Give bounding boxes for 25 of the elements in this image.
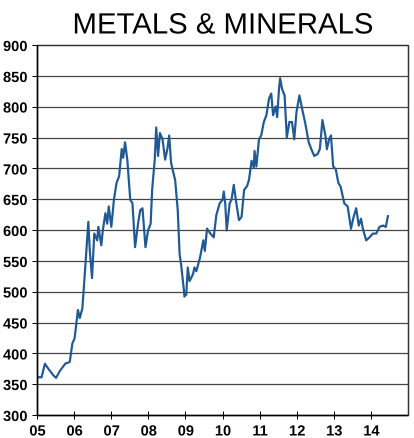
- y-tick-label: 750: [3, 132, 28, 148]
- x-tick-label: 10: [214, 424, 232, 438]
- line-series: [38, 77, 390, 379]
- y-tick-label: 900: [3, 39, 28, 55]
- x-tick-label: 11: [252, 424, 268, 438]
- y-tick-label: 500: [3, 286, 28, 302]
- y-tick-label: 450: [3, 316, 28, 332]
- x-tick-label: 12: [289, 424, 306, 438]
- y-tick-label: 600: [3, 224, 28, 240]
- x-tick-label: 05: [29, 424, 46, 438]
- x-tick-label: 13: [326, 424, 342, 438]
- y-tick-label: 850: [3, 70, 28, 86]
- chart-title: METALS & MINERALS: [72, 8, 374, 40]
- y-tick-label: 700: [3, 162, 28, 178]
- y-tick-label: 400: [3, 347, 28, 364]
- y-tick-label: 350: [3, 378, 28, 394]
- y-tick-label: 300: [3, 409, 28, 425]
- x-tick-label: 07: [104, 424, 120, 438]
- y-tick-label: 800: [3, 100, 28, 117]
- x-tick-label: 08: [140, 424, 157, 438]
- y-tick-label: 550: [3, 254, 28, 271]
- x-tick-label: 09: [178, 424, 194, 438]
- y-tick-label: 650: [3, 193, 28, 210]
- x-tick-label: 06: [66, 424, 83, 438]
- x-tick-label: 14: [363, 424, 380, 438]
